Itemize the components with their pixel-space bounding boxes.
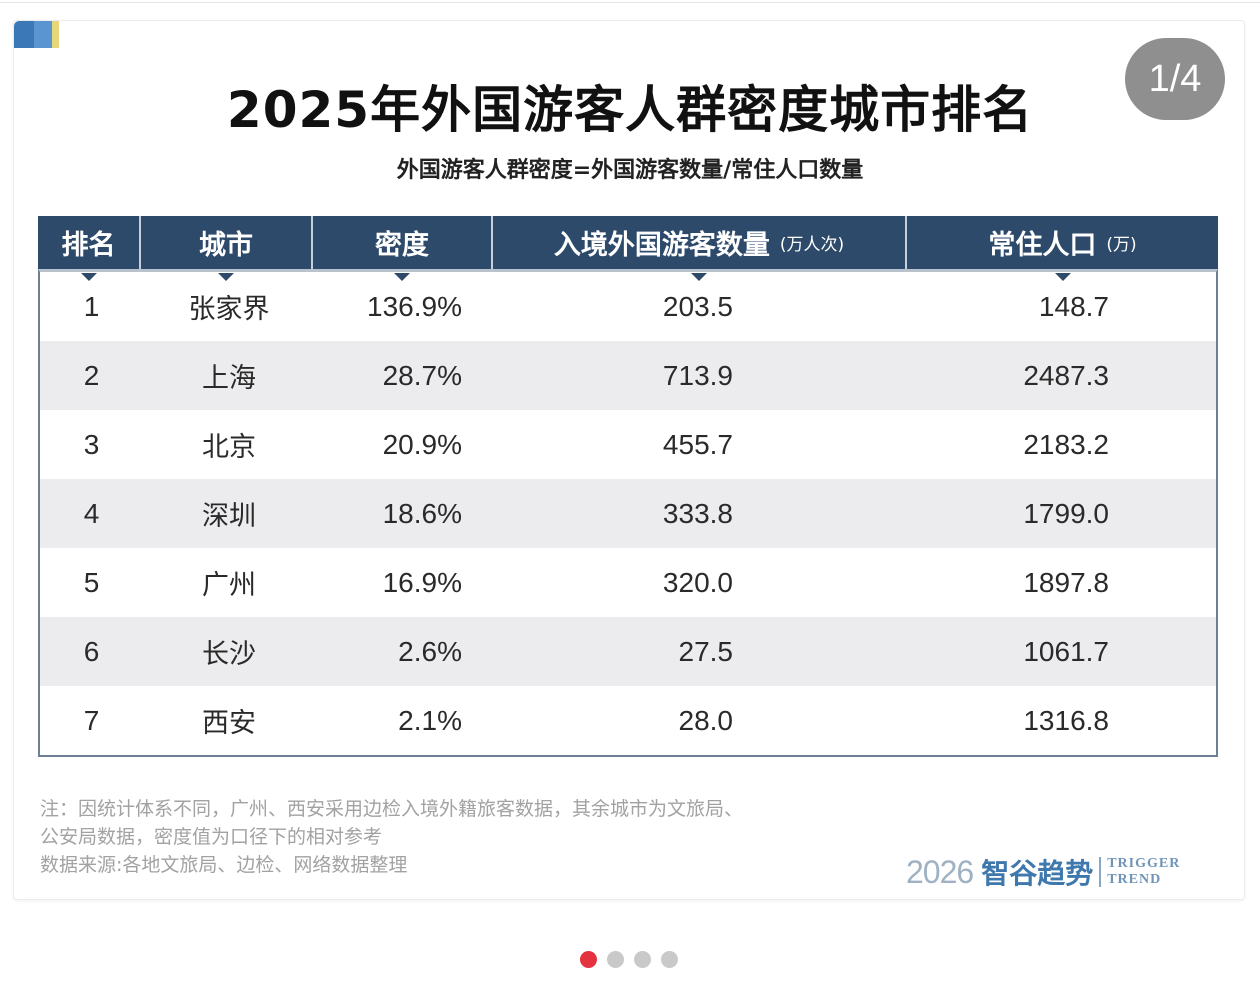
corner-logo-icon — [14, 21, 59, 48]
page-indicator: 1/4 — [1125, 38, 1225, 120]
cell-city: 北京 — [202, 432, 256, 463]
footnotes: 注：因统计体系不同，广州、西安采用边检入境外籍旅客数据，其余城市为文旅局、 公安… — [40, 795, 743, 879]
brand-name-en: TRIGGER TREND — [1107, 856, 1181, 887]
cell-city: 长沙 — [202, 639, 256, 670]
carousel-dots — [580, 951, 678, 968]
header-visitors: 入境外国游客数量 (万人次) — [493, 216, 907, 281]
brand-year: 2026 — [906, 853, 974, 890]
cell-density: 28.7% — [382, 359, 462, 391]
cell-city: 西安 — [202, 708, 256, 739]
top-divider — [0, 2, 1260, 3]
cell-rank: 2 — [83, 359, 100, 391]
ranking-table: 排名 城市 密度 入境外国游客数量 (万人次) 常住人口 (万) 1 张家界 1… — [38, 216, 1218, 757]
header-arrow-icon — [80, 273, 97, 281]
cell-visitors: 455.7 — [662, 428, 733, 460]
table-row: 6 长沙 2.6% 27.5 1061.7 — [40, 617, 1216, 686]
header-arrow-icon — [1054, 273, 1071, 281]
header-population: 常住人口 (万) — [907, 216, 1218, 281]
cell-visitors: 28.0 — [678, 704, 734, 736]
header-arrow-icon — [394, 273, 410, 281]
cell-density: 136.9% — [367, 290, 462, 322]
header-arrow-icon — [691, 273, 707, 281]
cell-density: 2.1% — [398, 704, 462, 736]
header-city: 城市 — [141, 216, 313, 281]
cell-city: 张家界 — [188, 294, 270, 325]
carousel-dot-2[interactable] — [607, 951, 624, 968]
header-rank: 排名 — [38, 216, 141, 281]
cell-population: 148.7 — [1038, 290, 1109, 322]
cell-density: 18.6% — [382, 497, 462, 529]
table-row: 1 张家界 136.9% 203.5 148.7 — [40, 272, 1216, 341]
header-arrow-icon — [218, 273, 234, 281]
cell-rank: 7 — [83, 704, 100, 736]
cell-visitors: 27.5 — [678, 635, 734, 667]
page-title: 2025年外国游客人群密度城市排名 — [226, 81, 1034, 139]
note-line: 注：因统计体系不同，广州、西安采用边检入境外籍旅客数据，其余城市为文旅局、 — [40, 798, 744, 820]
cell-visitors: 203.5 — [662, 290, 733, 322]
cell-rank: 6 — [83, 635, 100, 667]
table-row: 2 上海 28.7% 713.9 2487.3 — [40, 341, 1216, 410]
cell-population: 1316.8 — [1023, 704, 1109, 736]
brand-name-cn: 智谷趋势 — [981, 857, 1094, 890]
carousel-dot-4[interactable] — [661, 951, 678, 968]
cell-rank: 5 — [83, 566, 100, 598]
table-row: 4 深圳 18.6% 333.8 1799.0 — [40, 479, 1216, 548]
carousel-dot-1[interactable] — [580, 951, 597, 968]
cell-city: 上海 — [202, 363, 256, 394]
cell-population: 2183.2 — [1023, 428, 1109, 460]
cell-population: 1799.0 — [1023, 497, 1109, 529]
cell-population: 2487.3 — [1023, 359, 1109, 391]
cell-rank: 4 — [83, 497, 100, 529]
cell-rank: 1 — [83, 290, 100, 322]
cell-density: 2.6% — [398, 635, 462, 667]
header-density: 密度 — [313, 216, 493, 281]
cell-density: 20.9% — [382, 428, 462, 460]
data-source: 数据来源:各地文旅局、边检、网络数据整理 — [40, 854, 408, 876]
carousel-dot-3[interactable] — [634, 951, 651, 968]
table-row: 3 北京 20.9% 455.7 2183.2 — [40, 410, 1216, 479]
note-line: 公安局数据，密度值为口径下的相对参考 — [40, 826, 383, 848]
cell-population: 1061.7 — [1023, 635, 1109, 667]
table-row: 7 西安 2.1% 28.0 1316.8 — [40, 686, 1216, 755]
image-card[interactable] — [13, 20, 1245, 900]
cell-population: 1897.8 — [1023, 566, 1109, 598]
brand-logo: 2026 智谷趋势 TRIGGER TREND — [906, 852, 1180, 892]
cell-density: 16.9% — [382, 566, 462, 598]
subtitle-formula: 外国游客人群密度=外国游客数量/常住人口数量 — [396, 158, 864, 183]
cell-rank: 3 — [83, 428, 100, 460]
brand-divider — [1099, 857, 1102, 887]
cell-city: 深圳 — [202, 501, 256, 532]
cell-visitors: 320.0 — [662, 566, 733, 598]
cell-visitors: 333.8 — [662, 497, 733, 529]
table-body: 1 张家界 136.9% 203.5 148.7 2 上海 28.7% 713.… — [38, 269, 1218, 757]
table-header: 排名 城市 密度 入境外国游客数量 (万人次) 常住人口 (万) — [38, 216, 1218, 281]
table-row: 5 广州 16.9% 320.0 1897.8 — [40, 548, 1216, 617]
cell-visitors: 713.9 — [662, 359, 733, 391]
cell-city: 广州 — [202, 570, 256, 601]
